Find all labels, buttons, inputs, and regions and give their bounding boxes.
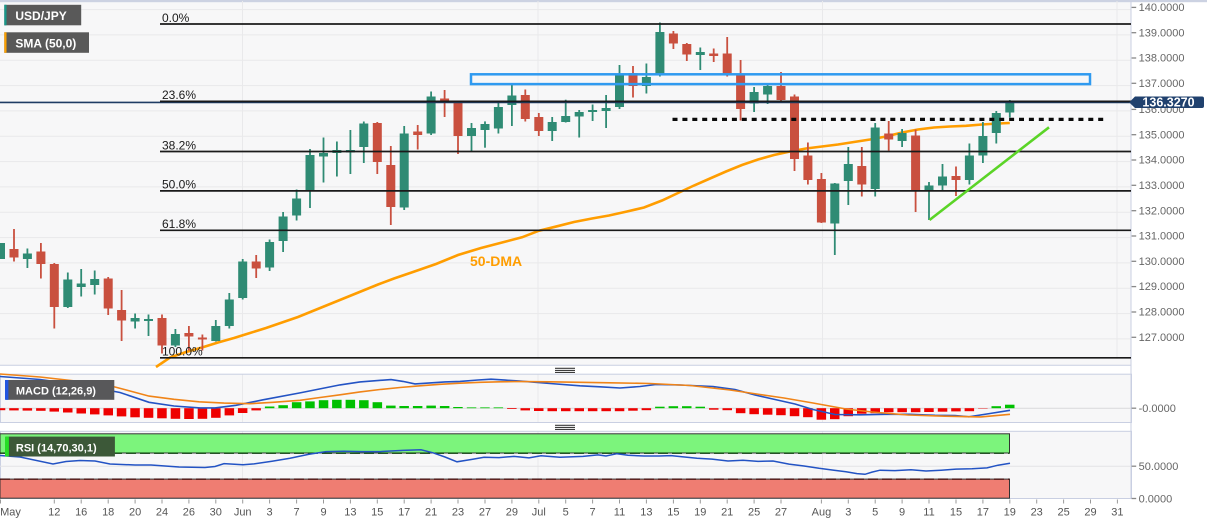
svg-text:129.0000: 129.0000 [1139,281,1185,293]
svg-text:3: 3 [267,507,273,519]
svg-text:132.0000: 132.0000 [1139,205,1185,217]
svg-text:Jun: Jun [234,507,252,519]
svg-text:18: 18 [102,507,114,519]
svg-text:9: 9 [899,507,905,519]
svg-text:31: 31 [1111,507,1123,519]
svg-text:138.0000: 138.0000 [1139,53,1185,65]
svg-text:21: 21 [721,507,733,519]
svg-text:29: 29 [506,507,518,519]
svg-text:50.0000: 50.0000 [1139,461,1179,473]
svg-text:Jul: Jul [532,507,546,519]
svg-text:7: 7 [590,507,596,519]
svg-text:21: 21 [425,507,437,519]
svg-text:11: 11 [923,507,934,519]
svg-text:24: 24 [156,507,168,519]
svg-text:16: 16 [75,507,87,519]
svg-text:7: 7 [294,507,300,519]
svg-text:15: 15 [371,507,383,519]
svg-text:11: 11 [614,507,625,519]
svg-text:136.3270: 136.3270 [1142,96,1194,110]
svg-text:23: 23 [1031,507,1043,519]
svg-text:137.0000: 137.0000 [1139,78,1185,90]
svg-text:23: 23 [452,507,464,519]
svg-text:5: 5 [872,507,878,519]
svg-text:5: 5 [563,507,569,519]
svg-text:13: 13 [640,507,652,519]
svg-text:139.0000: 139.0000 [1139,27,1185,39]
svg-text:17: 17 [398,507,410,519]
svg-text:61.8%: 61.8% [162,217,196,231]
svg-text:19: 19 [694,507,706,519]
svg-text:127.0000: 127.0000 [1139,332,1185,344]
svg-text:50.0%: 50.0% [162,178,196,192]
svg-text:100.0%: 100.0% [162,345,203,359]
svg-text:15: 15 [667,507,679,519]
svg-text:23.6%: 23.6% [162,88,196,102]
svg-text:0.0%: 0.0% [162,11,190,25]
svg-text:MACD (12,26,9): MACD (12,26,9) [16,385,96,397]
svg-text:12: 12 [48,507,60,519]
svg-text:131.0000: 131.0000 [1139,231,1185,243]
svg-text:27: 27 [775,507,787,519]
svg-text:29: 29 [1084,507,1096,519]
svg-text:SMA (50,0): SMA (50,0) [15,37,76,51]
svg-text:3: 3 [845,507,851,519]
svg-text:20: 20 [129,507,141,519]
svg-text:9: 9 [320,507,326,519]
svg-text:USD/JPY: USD/JPY [15,9,66,23]
svg-text:25: 25 [1057,507,1069,519]
svg-text:Aug: Aug [812,507,832,519]
svg-text:26: 26 [183,507,195,519]
svg-text:128.0000: 128.0000 [1139,307,1185,319]
svg-text:140.0000: 140.0000 [1139,2,1185,14]
svg-text:May: May [0,507,21,519]
svg-text:-0.0000: -0.0000 [1139,403,1176,415]
svg-text:134.0000: 134.0000 [1139,155,1185,167]
svg-text:15: 15 [950,507,962,519]
svg-text:RSI (14,70,30,1): RSI (14,70,30,1) [16,442,97,454]
svg-text:135.0000: 135.0000 [1139,129,1185,141]
svg-text:13: 13 [344,507,356,519]
svg-text:50-DMA: 50-DMA [470,253,522,269]
svg-text:130.0000: 130.0000 [1139,256,1185,268]
svg-text:27: 27 [479,507,491,519]
svg-text:0.0000: 0.0000 [1139,494,1173,506]
svg-text:30: 30 [210,507,222,519]
svg-text:38.2%: 38.2% [162,138,196,152]
svg-text:17: 17 [977,507,989,519]
svg-text:25: 25 [748,507,760,519]
svg-text:19: 19 [1004,507,1016,519]
svg-text:133.0000: 133.0000 [1139,180,1185,192]
